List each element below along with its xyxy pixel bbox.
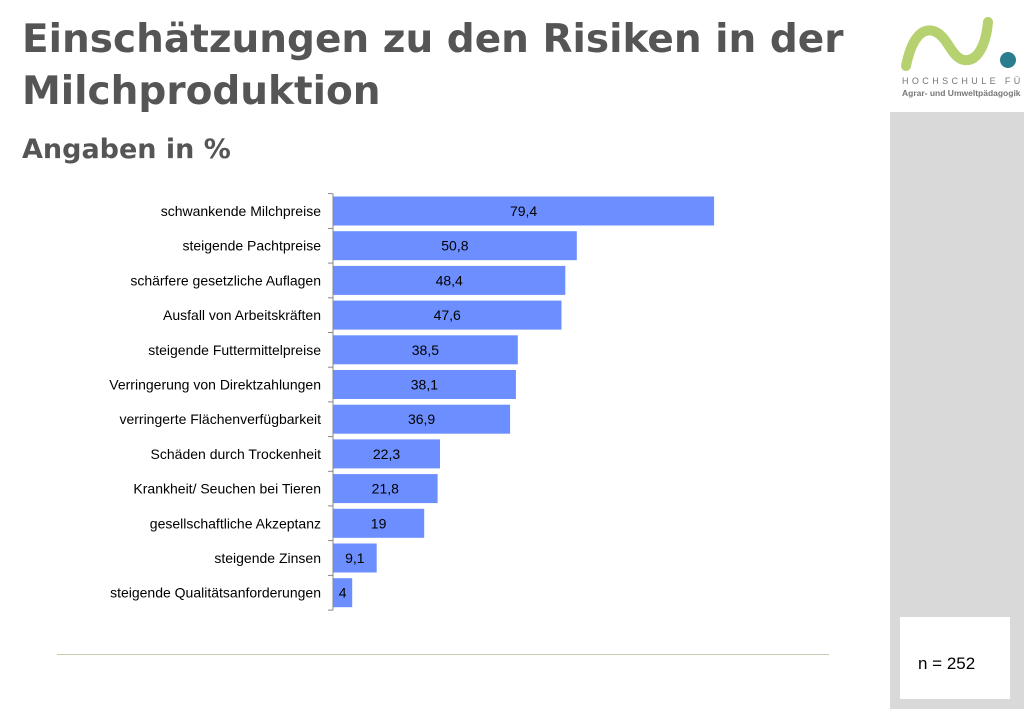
data-label: 4 xyxy=(339,585,347,601)
data-label: 38,1 xyxy=(411,377,438,393)
bar xyxy=(333,300,562,330)
institution-logo: HOCHSCHULE FÜR Agrar- und Umweltpädagogi… xyxy=(890,0,1024,112)
data-label: 48,4 xyxy=(436,272,463,288)
data-label: 36,9 xyxy=(408,411,435,427)
category-label: steigende Pachtpreise xyxy=(182,238,321,254)
category-label: Krankheit/ Seuchen bei Tieren xyxy=(133,481,321,497)
bar xyxy=(333,265,566,295)
data-label: 38,5 xyxy=(412,342,439,358)
data-label: 47,6 xyxy=(434,307,461,323)
data-label: 21,8 xyxy=(372,481,399,497)
data-label: 9,1 xyxy=(345,550,365,566)
category-label: gesellschaftliche Akzeptanz xyxy=(150,515,321,531)
sample-size-label: n = 252 xyxy=(918,654,976,673)
data-label: 79,4 xyxy=(510,203,537,219)
data-label: 22,3 xyxy=(373,446,400,462)
category-label: schwankende Milchpreise xyxy=(161,203,322,219)
data-label: 19 xyxy=(371,515,387,531)
category-label: Verringerung von Direktzahlungen xyxy=(109,377,321,393)
bar-chart: schwankende Milchpreise 79,4 steigende Pac… xyxy=(109,193,715,611)
bar xyxy=(333,474,438,504)
bar xyxy=(333,439,440,469)
category-label: steigende Qualitätsanforderungen xyxy=(110,585,321,601)
logo-text-line2: Agrar- und Umweltpädagogik xyxy=(902,88,1021,98)
page-title: Einschätzungen zu den Risiken in der Mil… xyxy=(22,17,844,114)
bar xyxy=(333,508,425,538)
bar xyxy=(333,404,511,434)
logo-text-line1: HOCHSCHULE FÜR xyxy=(902,76,1024,86)
category-label: schärfere gesetzliche Auflagen xyxy=(130,272,321,288)
category-label: Ausfall von Arbeitskräften xyxy=(163,307,321,323)
sample-size-box: n = 252 xyxy=(900,617,1010,699)
category-label: steigende Futtermittelpreise xyxy=(148,342,321,358)
data-label: 50,8 xyxy=(441,238,468,254)
category-label: Schäden durch Trockenheit xyxy=(151,446,322,462)
bar xyxy=(333,335,518,365)
bar xyxy=(333,196,715,226)
footer-divider xyxy=(57,654,829,655)
side-panel: HOCHSCHULE FÜR Agrar- und Umweltpädagogi… xyxy=(890,0,1024,709)
bar xyxy=(333,370,516,399)
category-label: steigende Zinsen xyxy=(214,550,321,566)
logo-wave-icon xyxy=(901,17,1016,71)
bar xyxy=(333,231,577,261)
category-label: verringerte Flächenverfügbarkeit xyxy=(119,411,321,427)
bar xyxy=(333,578,353,608)
page-subtitle: Angaben in % xyxy=(22,134,231,165)
bar xyxy=(333,543,377,573)
